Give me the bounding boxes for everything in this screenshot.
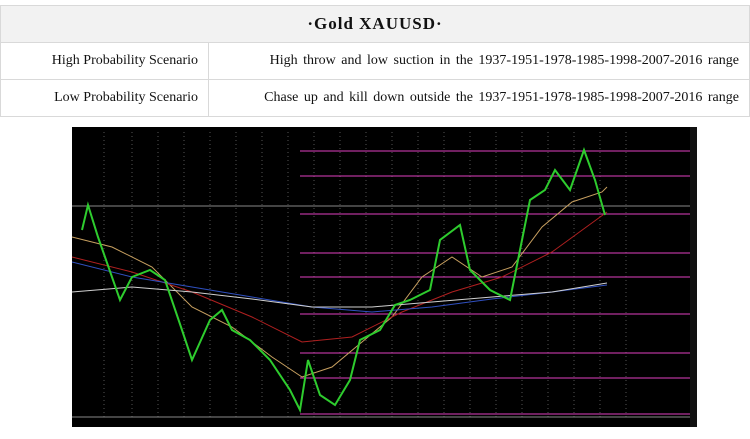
- price-candles: [81, 147, 606, 414]
- moving-average: [72, 261, 608, 313]
- price-chart-image: [72, 127, 697, 427]
- moving-average: [72, 186, 608, 378]
- title-row: ·Gold XAUUSD·: [0, 5, 750, 43]
- moving-average: [72, 282, 608, 308]
- scenario-table: ·Gold XAUUSD· High Probability Scenario …: [0, 5, 750, 117]
- moving-average: [72, 211, 608, 343]
- price-axis: [690, 127, 697, 427]
- scenario-text: Chase up and kill down outside the 1937-…: [208, 79, 750, 117]
- table-row: Low Probability Scenario Chase up and ki…: [0, 79, 750, 117]
- table-title: ·Gold XAUUSD·: [0, 5, 750, 43]
- scenario-text: High throw and low suction in the 1937-1…: [208, 42, 750, 80]
- level-lines: [300, 150, 690, 415]
- scenario-label: High Probability Scenario: [0, 42, 209, 80]
- scenario-label: Low Probability Scenario: [0, 79, 209, 117]
- table-row: High Probability Scenario High throw and…: [0, 42, 750, 80]
